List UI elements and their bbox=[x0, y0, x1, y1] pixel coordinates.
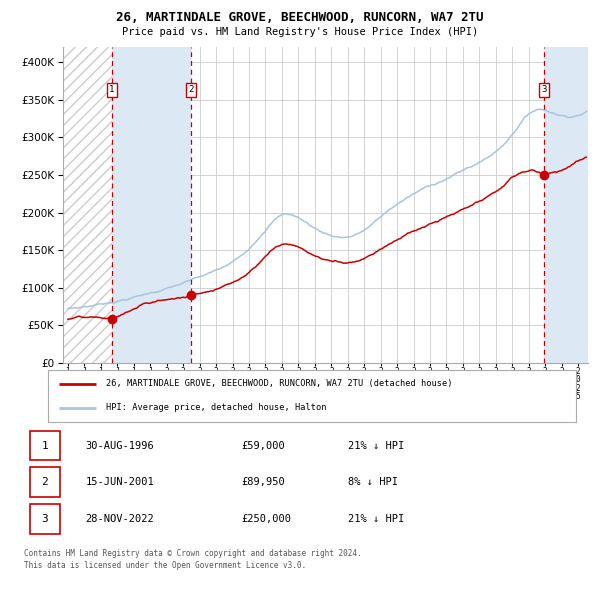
Text: 15-JUN-2001: 15-JUN-2001 bbox=[85, 477, 154, 487]
Text: 1: 1 bbox=[41, 441, 48, 451]
Text: 3: 3 bbox=[541, 86, 547, 94]
Text: Contains HM Land Registry data © Crown copyright and database right 2024.: Contains HM Land Registry data © Crown c… bbox=[24, 549, 362, 558]
FancyBboxPatch shape bbox=[29, 431, 60, 460]
Text: £250,000: £250,000 bbox=[242, 514, 292, 524]
Text: 26, MARTINDALE GROVE, BEECHWOOD, RUNCORN, WA7 2TU (detached house): 26, MARTINDALE GROVE, BEECHWOOD, RUNCORN… bbox=[106, 379, 452, 388]
Text: 8% ↓ HPI: 8% ↓ HPI bbox=[347, 477, 398, 487]
Text: HPI: Average price, detached house, Halton: HPI: Average price, detached house, Halt… bbox=[106, 404, 326, 412]
Bar bbox=[63, 47, 112, 363]
FancyBboxPatch shape bbox=[48, 370, 576, 422]
Text: 2: 2 bbox=[188, 86, 193, 94]
Text: 28-NOV-2022: 28-NOV-2022 bbox=[85, 514, 154, 524]
Text: 30-AUG-1996: 30-AUG-1996 bbox=[85, 441, 154, 451]
Bar bbox=[544, 47, 588, 363]
FancyBboxPatch shape bbox=[29, 467, 60, 497]
Text: £89,950: £89,950 bbox=[242, 477, 286, 487]
Bar bbox=[112, 47, 191, 363]
Text: This data is licensed under the Open Government Licence v3.0.: This data is licensed under the Open Gov… bbox=[24, 560, 306, 569]
Text: Price paid vs. HM Land Registry's House Price Index (HPI): Price paid vs. HM Land Registry's House … bbox=[122, 27, 478, 37]
Text: 26, MARTINDALE GROVE, BEECHWOOD, RUNCORN, WA7 2TU: 26, MARTINDALE GROVE, BEECHWOOD, RUNCORN… bbox=[116, 11, 484, 24]
Text: 1: 1 bbox=[109, 86, 115, 94]
Text: 21% ↓ HPI: 21% ↓ HPI bbox=[347, 441, 404, 451]
Text: 21% ↓ HPI: 21% ↓ HPI bbox=[347, 514, 404, 524]
Text: £59,000: £59,000 bbox=[242, 441, 286, 451]
Text: 3: 3 bbox=[41, 514, 48, 524]
Text: 2: 2 bbox=[41, 477, 48, 487]
FancyBboxPatch shape bbox=[29, 504, 60, 534]
